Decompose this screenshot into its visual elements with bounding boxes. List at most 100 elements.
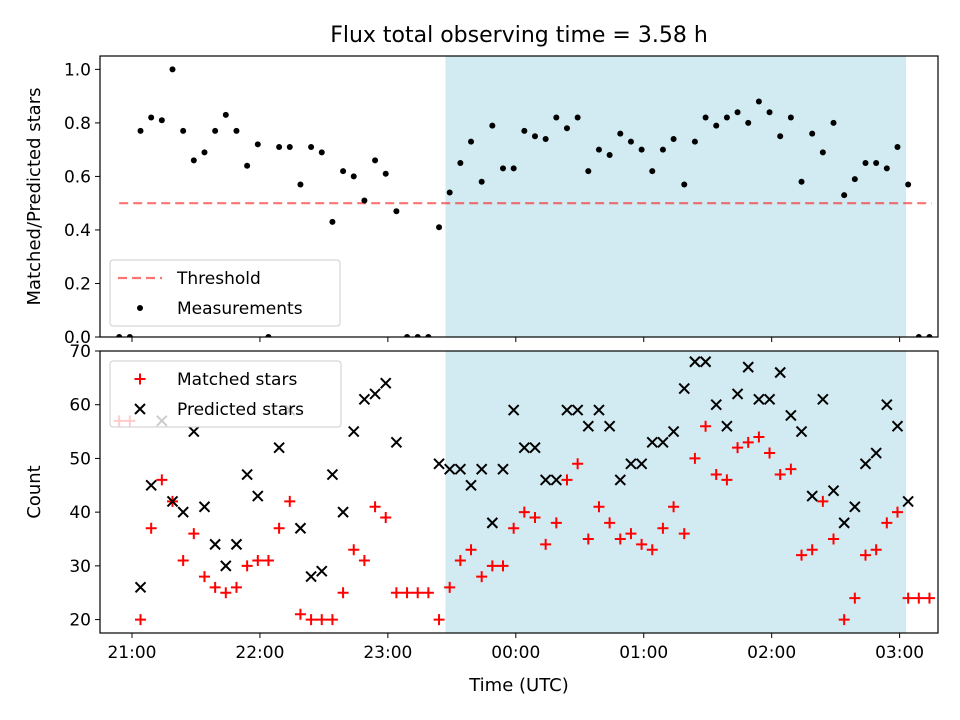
matched-star-point <box>785 463 797 475</box>
predicted-star-point <box>507 404 520 416</box>
measurement-point <box>531 133 538 140</box>
matched-star-point <box>156 474 168 486</box>
matched-star-point <box>753 431 765 443</box>
matched-star-point <box>710 469 722 481</box>
matched-star-point <box>230 581 242 593</box>
measurement-point <box>318 149 325 156</box>
plot-area <box>113 356 935 626</box>
matched-star-point <box>657 522 669 534</box>
measurement-point <box>574 114 581 121</box>
legend-label: Predicted stars <box>177 400 304 420</box>
matched-star-point <box>209 581 221 593</box>
legend-box <box>109 259 341 327</box>
measurement-point <box>659 146 666 153</box>
measurement-point <box>148 114 155 121</box>
matched-star-point <box>454 554 466 566</box>
predicted-star-point <box>710 399 722 411</box>
measurement-point <box>606 152 613 159</box>
measurement-point <box>244 162 251 169</box>
matched-star-point <box>369 501 381 513</box>
plot-area <box>116 66 933 337</box>
predicted-star-point <box>881 399 893 411</box>
predicted-star-point <box>699 356 712 368</box>
measurement-point <box>617 130 624 137</box>
predicted-star-point <box>785 409 797 422</box>
predicted-star-point <box>497 463 509 475</box>
y-tick-label: 0.4 <box>64 221 91 241</box>
predicted-star-point <box>806 490 818 502</box>
matched-star-point <box>732 442 744 454</box>
y-tick-label: 30 <box>69 557 91 577</box>
measurement-point <box>819 149 826 156</box>
matched-star-point <box>838 614 850 626</box>
matched-star-point <box>348 544 360 556</box>
predicted-star-point <box>838 517 850 529</box>
x-tick-label: 21:00 <box>107 643 156 663</box>
measurement-point <box>372 157 379 164</box>
predicted-star-point <box>561 404 573 416</box>
measurement-point <box>723 114 730 121</box>
predicted-star-point <box>870 447 882 459</box>
matched-star-point <box>828 533 840 545</box>
predicted-star-point <box>614 474 626 486</box>
predicted-star-point <box>571 404 584 416</box>
predicted-star-point <box>305 570 317 583</box>
matched-star-point <box>742 436 754 448</box>
measurement-point <box>745 119 752 126</box>
measurement-point <box>286 143 293 150</box>
y-tick-label: 60 <box>69 396 91 416</box>
bottom-panel: 20 30 40 50 60 70 21:00 22:00 23:00 00:00 01:00 02:… <box>24 342 939 663</box>
observing-window-span <box>445 56 907 337</box>
predicted-star-point <box>529 441 541 454</box>
predicted-star-point <box>294 522 307 534</box>
matched-star-point <box>668 501 680 513</box>
matched-star-point <box>593 501 605 513</box>
legend-label: Matched stars <box>177 370 297 390</box>
matched-star-point <box>465 544 477 556</box>
measurement-point <box>681 181 688 188</box>
matched-star-point <box>529 512 541 524</box>
predicted-star-point <box>721 420 733 432</box>
matched-star-point <box>252 554 264 566</box>
measurement-point <box>137 127 144 134</box>
predicted-star-point <box>443 463 456 475</box>
legend: Matched stars Predicted stars <box>109 360 342 428</box>
measurement-point <box>563 125 570 132</box>
matched-star-point <box>188 528 200 540</box>
matched-star-point <box>316 614 328 626</box>
matched-star-point <box>806 544 818 556</box>
measurement-point <box>436 224 443 231</box>
axes-frame <box>99 55 939 338</box>
measurement-point <box>542 135 549 142</box>
predicted-star-point <box>486 517 499 529</box>
measurement-point <box>340 168 347 175</box>
measurement-point <box>755 98 762 105</box>
predicted-star-point <box>689 356 701 368</box>
predicted-star-point <box>518 441 531 454</box>
predicted-star-point <box>635 458 648 470</box>
predicted-star-point <box>593 404 605 416</box>
predicted-star-point <box>348 425 360 438</box>
measurement-point <box>851 176 858 183</box>
measurement-point <box>382 170 389 177</box>
axes-frame <box>99 350 939 634</box>
predicted-star-point <box>667 425 680 438</box>
x-tick-label: 03:00 <box>875 643 924 663</box>
matched-star-point <box>774 469 786 481</box>
matched-star-point <box>326 614 338 626</box>
matched-star-point <box>518 506 530 518</box>
measurement-point <box>670 135 677 142</box>
predicted-star-point <box>817 393 829 406</box>
predicted-star-point <box>369 388 381 400</box>
measurement-point <box>457 160 464 167</box>
measurement-point <box>254 141 261 148</box>
measurement-point <box>553 114 560 121</box>
legend-measurement-handle <box>137 305 143 311</box>
predicted-star-point <box>646 436 658 449</box>
predicted-star-point <box>902 495 914 508</box>
predicted-star-point <box>380 377 392 389</box>
predicted-star-point <box>241 468 253 481</box>
matched-star-point <box>422 587 434 599</box>
matched-star-point <box>881 517 893 529</box>
measurement-point <box>414 334 421 337</box>
